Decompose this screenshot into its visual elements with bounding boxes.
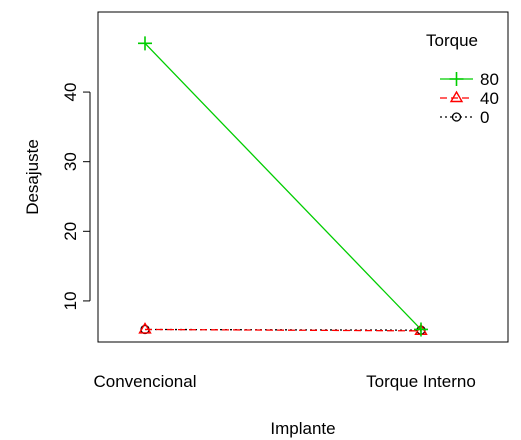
y-tick-label: 40 bbox=[61, 83, 80, 102]
y-tick-label: 30 bbox=[61, 152, 80, 171]
series-layer bbox=[138, 36, 428, 337]
legend-marker bbox=[449, 90, 464, 103]
legend-entry-40: 40 bbox=[440, 89, 499, 108]
y-axis: 10 20 30 40 bbox=[61, 83, 91, 310]
y-tick-label: 20 bbox=[61, 222, 80, 241]
legend-entry-0: 0 bbox=[440, 108, 489, 127]
x-tick-label: Convencional bbox=[93, 372, 196, 391]
x-tick-label: Torque Interno bbox=[366, 372, 476, 391]
series-80-point-1 bbox=[414, 322, 428, 337]
legend-label: 0 bbox=[480, 108, 489, 127]
x-axis-title: Implante bbox=[270, 419, 335, 438]
legend-entry-80: 80 bbox=[440, 70, 499, 89]
legend-title: Torque bbox=[426, 31, 478, 50]
plot-frame bbox=[97, 11, 509, 343]
legend-label: 80 bbox=[480, 70, 499, 89]
series-40-point-0 bbox=[138, 322, 152, 334]
legend-label: 40 bbox=[480, 89, 499, 108]
y-tick-label: 10 bbox=[61, 291, 80, 310]
series-40-line bbox=[144, 328, 422, 332]
series-80-line bbox=[144, 42, 422, 330]
legend-marker bbox=[449, 72, 464, 86]
series-40 bbox=[138, 322, 428, 336]
series-80 bbox=[138, 36, 428, 337]
legend-marker bbox=[451, 112, 462, 122]
x-axis: Convencional Torque Interno bbox=[93, 372, 475, 391]
y-axis-title: Desajuste bbox=[23, 139, 42, 215]
series-80-point-0 bbox=[138, 36, 152, 51]
